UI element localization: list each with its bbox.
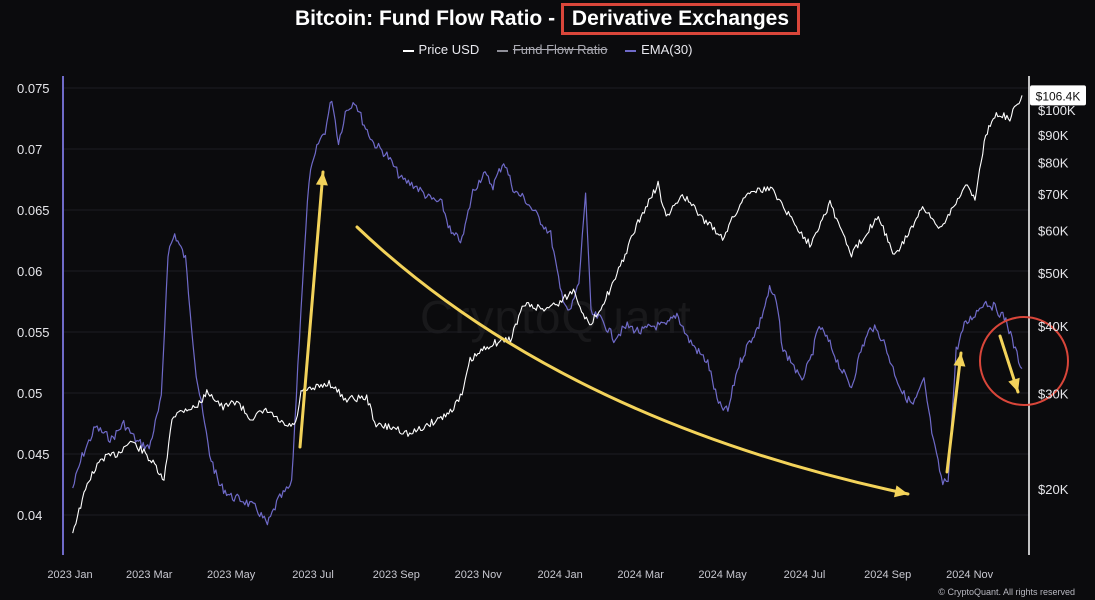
price-badge-label: $106.4K (1036, 89, 1081, 103)
annotations (298, 170, 1069, 498)
legend: Price USD Fund Flow Ratio EMA(30) (0, 42, 1095, 57)
legend-item-fund-flow[interactable]: Fund Flow Ratio (496, 42, 608, 57)
price-badge-box (1030, 85, 1086, 106)
x-tick-label: 2024 Jan (537, 569, 582, 581)
x-axis-ticks: 2023 Jan 2023 Mar 2023 May 2023 Jul 2023 Sep… (47, 569, 993, 581)
right-axis-ticks: $100K $90K $80K $70K $60K $50K $40K $30K $20K (1038, 103, 1076, 497)
arrow-down-2-head (1008, 377, 1020, 392)
grid (63, 87, 1029, 516)
watermark: CryptoQuant (420, 291, 692, 343)
legend-label-price: Price USD (418, 42, 480, 57)
x-tick-label: 2024 May (698, 569, 747, 581)
x-tick-label: 2023 Jul (292, 569, 334, 581)
current-price-badge: $106.4K (1030, 85, 1086, 106)
x-tick-label: 2023 Mar (126, 569, 173, 581)
right-tick-label: $100K (1038, 103, 1076, 118)
title-main: Bitcoin: Fund Flow Ratio - (294, 7, 561, 30)
x-tick-label: 2024 Nov (946, 569, 994, 581)
left-tick-label: 0.05 (17, 386, 42, 401)
x-tick-label: 2023 Nov (455, 569, 503, 581)
legend-swatch-price (402, 49, 414, 52)
legend-item-ema[interactable]: EMA(30) (625, 42, 692, 57)
arrow-down-curve-shaft (355, 225, 910, 496)
right-tick-label: $40K (1038, 319, 1069, 334)
arrow-up-1-shaft (298, 170, 325, 449)
right-tick-label: $20K (1038, 482, 1069, 497)
left-tick-label: 0.065 (17, 203, 50, 218)
right-tick-label: $90K (1038, 128, 1069, 143)
legend-swatch-fund-flow (496, 49, 508, 52)
ema-series (72, 100, 1023, 526)
x-tick-label: 2023 May (207, 569, 256, 581)
highlight-circle (979, 316, 1069, 406)
x-tick-label: 2024 Jul (784, 569, 826, 581)
x-tick-label: 2023 Sep (373, 569, 420, 581)
price-series (72, 95, 1023, 534)
arrow-up-2-shaft (945, 351, 963, 474)
arrow-down-curve-head (894, 485, 908, 498)
ema-line (72, 100, 1023, 526)
legend-swatch-ema (625, 49, 637, 52)
legend-label-fund-flow: Fund Flow Ratio (512, 42, 608, 57)
chart-title: Bitcoin: Fund Flow Ratio - Derivative Ex… (0, 3, 1095, 35)
left-tick-label: 0.045 (17, 447, 50, 462)
legend-item-price[interactable]: Price USD (402, 42, 480, 57)
arrow-up-1-head (315, 172, 328, 186)
right-tick-label: $30K (1038, 387, 1069, 402)
right-tick-label: $60K (1038, 223, 1069, 238)
right-tick-label: $50K (1038, 266, 1069, 281)
x-tick-label: 2023 Jan (47, 569, 92, 581)
left-tick-label: 0.055 (17, 325, 50, 340)
legend-label-ema: EMA(30) (641, 42, 693, 57)
left-tick-label: 0.07 (17, 142, 42, 157)
right-tick-label: $80K (1038, 156, 1069, 171)
x-tick-label: 2024 Mar (617, 569, 664, 581)
price-line (72, 95, 1023, 534)
x-tick-label: 2024 Sep (864, 569, 911, 581)
title-highlight: Derivative Exchanges (560, 3, 801, 35)
left-axis-ticks: 0.075 0.07 0.065 0.06 0.055 0.05 0.045 0.04 (17, 81, 50, 523)
left-tick-label: 0.075 (17, 81, 50, 96)
arrow-up-2-head (953, 353, 966, 367)
right-tick-label: $70K (1038, 187, 1069, 202)
left-tick-label: 0.04 (17, 508, 42, 523)
left-tick-label: 0.06 (17, 264, 42, 279)
credit: © CryptoQuant. All rights reserved (938, 587, 1075, 597)
